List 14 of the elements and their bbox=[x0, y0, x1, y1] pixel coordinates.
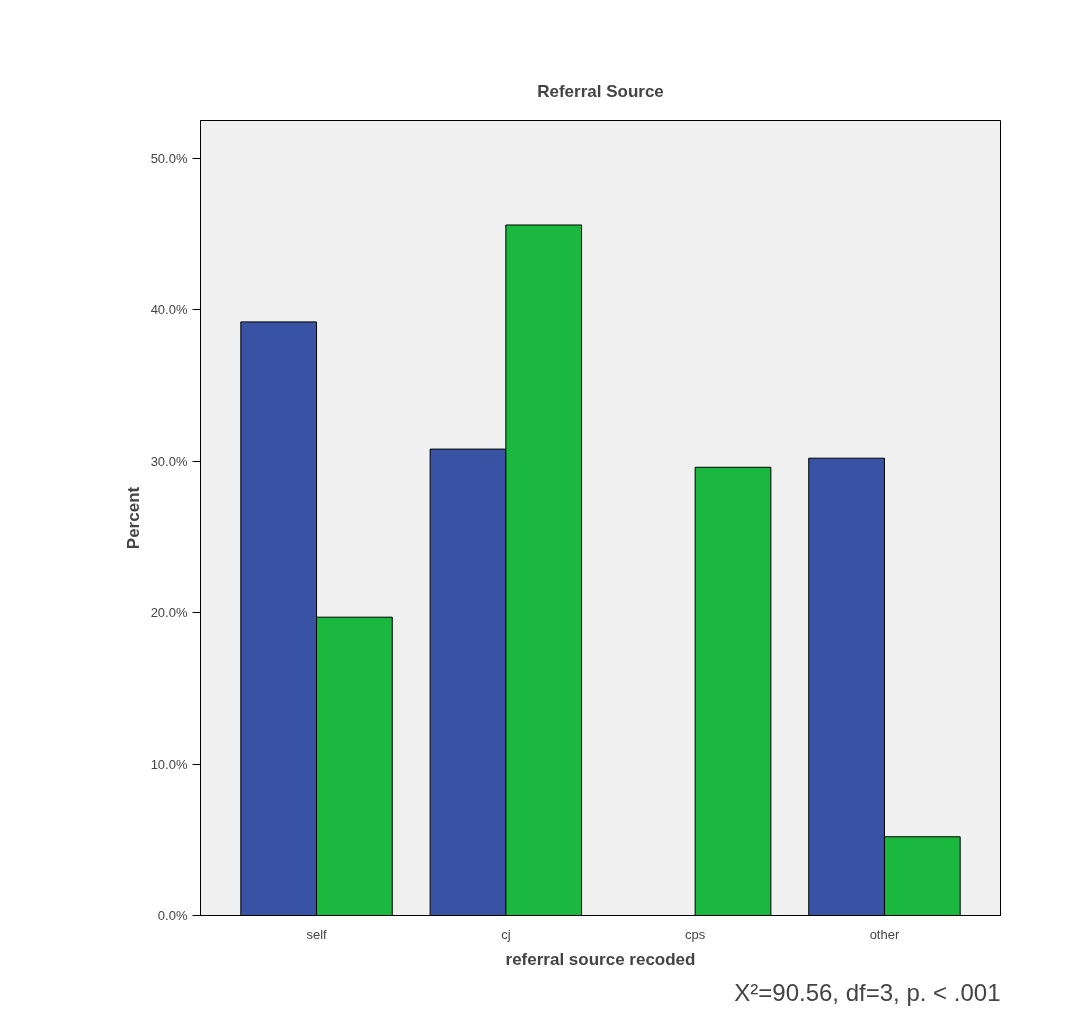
y-axis-title: Percent bbox=[123, 486, 143, 550]
y-tick-label: 40.0% bbox=[150, 302, 188, 318]
x-tick-label: cj bbox=[501, 926, 511, 942]
x-tick-label: cps bbox=[685, 926, 706, 942]
y-tick-label: 30.0% bbox=[150, 453, 188, 469]
chart-title: Referral Source bbox=[537, 81, 664, 101]
y-tick-label: 0.0% bbox=[157, 908, 188, 923]
x-tick-label: self bbox=[306, 926, 328, 942]
y-tick-label: 20.0% bbox=[150, 605, 188, 621]
x-tick-label: other bbox=[869, 926, 900, 942]
text: X²=90.56, df=3, p. < .001 bbox=[734, 978, 1001, 1006]
y-tick-label: 10.0% bbox=[150, 756, 188, 772]
x-axis-title: referral source recoded bbox=[505, 949, 696, 969]
y-tick-label: 50.0% bbox=[150, 150, 188, 166]
